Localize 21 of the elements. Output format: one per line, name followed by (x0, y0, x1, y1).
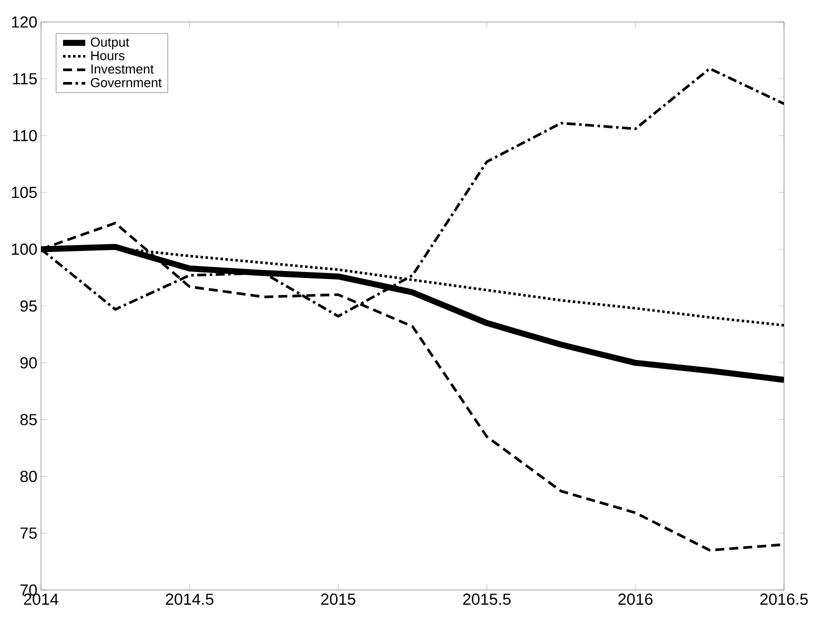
y-tick-label: 90 (20, 357, 37, 368)
y-tick-label: 120 (12, 16, 37, 28)
legend-label: Hours (91, 51, 124, 60)
y-tick-label: 115 (13, 73, 37, 84)
y-tick-label: 85 (20, 414, 37, 426)
legend-label: Government (90, 78, 162, 88)
y-tick-label: 100 (12, 244, 37, 255)
y-tick-label: 80 (20, 470, 37, 482)
x-tick-label: 2014 (24, 594, 58, 605)
x-tick-label: 2015.5 (463, 594, 511, 605)
x-tick-label: 2014.5 (166, 594, 214, 605)
x-tick-label: 2016.5 (760, 594, 808, 605)
y-tick-label: 95 (20, 300, 37, 312)
legend-label: Output (90, 38, 130, 50)
y-tick-label: 75 (20, 528, 37, 539)
y-tick-label: 70 (20, 584, 37, 596)
y-tick-label: 105 (12, 186, 37, 198)
x-tick-label: 2016 (618, 594, 652, 605)
y-tick-label: 110 (13, 130, 37, 142)
x-tick-label: 2015 (321, 594, 356, 605)
legend-label: Investment (91, 64, 154, 74)
